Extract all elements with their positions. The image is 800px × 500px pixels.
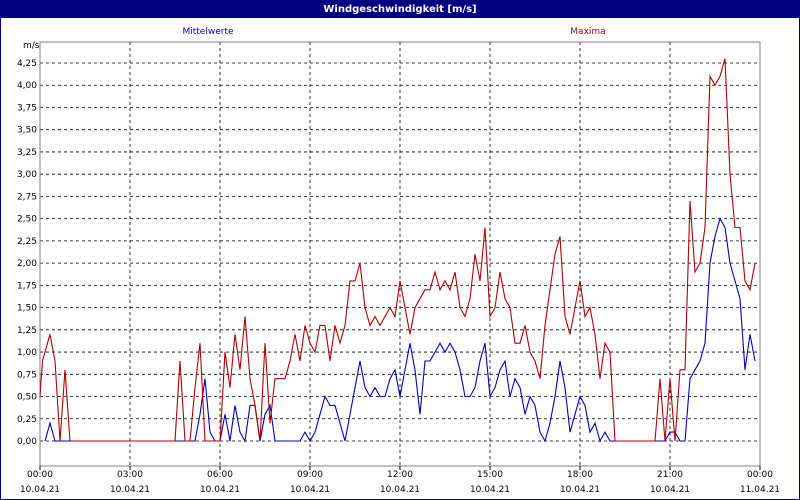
x-tick-time: 15:00 [477, 470, 503, 480]
legend-maxima: Maxima [570, 27, 605, 37]
y-tick-label: 2,75 [17, 192, 37, 202]
window-title: Windgeschwindigkeit [m/s] [1, 1, 799, 18]
series-lines [39, 58, 756, 443]
x-tick-time: 09:00 [297, 470, 323, 480]
x-tick-date: 10.04.21 [380, 485, 420, 495]
y-tick-label: 3,50 [17, 126, 37, 136]
x-tick-time: 03:00 [117, 470, 143, 480]
x-tick-date: 10.04.21 [470, 485, 510, 495]
x-tick-time: 21:00 [657, 470, 683, 480]
x-tick-time: 18:00 [567, 470, 593, 480]
x-tick-date: 10.04.21 [560, 485, 600, 495]
y-tick-label: 0,25 [17, 415, 37, 425]
legend-mittelwerte: Mittelwerte [182, 27, 233, 37]
x-axis-ticks: 00:00 10.04.21 03:00 10.04.21 06:00 10.04.21 0… [20, 466, 780, 495]
mittelwerte-line [44, 217, 756, 443]
y-tick-label: 2,25 [17, 237, 37, 247]
x-tick-date: 10.04.21 [110, 485, 150, 495]
x-tick-date: 10.04.21 [650, 485, 690, 495]
y-tick-label: 2,50 [17, 215, 37, 225]
y-tick-label: 1,50 [17, 304, 37, 314]
y-axis-ticks: 0,00 0,25 0,50 0,75 1,00 1,25 1,50 1,75 2,00 2,25… [17, 59, 37, 447]
grid-lines [39, 42, 761, 466]
y-tick-label: 0,00 [17, 437, 37, 447]
y-axis-unit: m/s [23, 41, 40, 51]
y-tick-label: 1,75 [17, 281, 37, 291]
x-tick-time: 00:00 [747, 470, 773, 480]
y-tick-label: 4,25 [17, 59, 37, 69]
wind-speed-chart: 0,00 0,25 0,50 0,75 1,00 1,25 1,50 1,75 2,00 2,25… [17, 27, 780, 495]
y-tick-label: 0,75 [17, 370, 37, 380]
x-tick-time: 06:00 [207, 470, 233, 480]
y-tick-label: 1,00 [17, 348, 37, 358]
y-tick-label: 2,00 [17, 259, 37, 269]
x-tick-date: 10.04.21 [20, 485, 60, 495]
y-tick-label: 4,00 [17, 81, 37, 91]
x-tick-time: 00:00 [27, 470, 53, 480]
x-tick-date: 10.04.21 [200, 485, 240, 495]
x-tick-date: 11.04.21 [740, 485, 780, 495]
y-tick-label: 0,50 [17, 393, 37, 403]
y-tick-label: 3,00 [17, 170, 37, 180]
y-tick-label: 3,25 [17, 148, 37, 158]
y-tick-label: 3,75 [17, 103, 37, 113]
x-tick-date: 10.04.21 [290, 485, 330, 495]
y-tick-label: 1,25 [17, 326, 37, 336]
x-tick-time: 12:00 [387, 470, 413, 480]
maxima-line [39, 58, 756, 442]
